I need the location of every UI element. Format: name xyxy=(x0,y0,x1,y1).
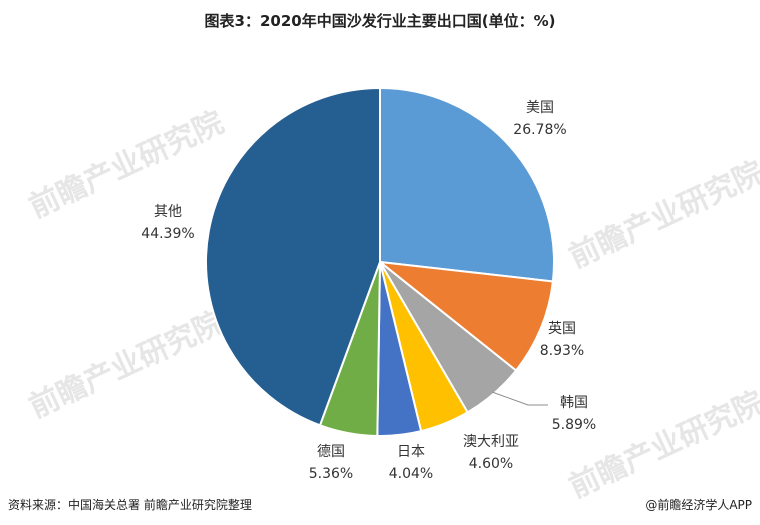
slice-label-value-4: 4.60% xyxy=(469,456,513,472)
pie-slice-2 xyxy=(376,260,555,372)
slice-label-name-1: 美国 xyxy=(526,100,554,116)
slice-labels: 美国 26.78% 英国 8.93% 韩国 5.89% 澳大利亚 4.60% 日本 4.04% 德国… xyxy=(141,100,596,482)
pie-slice-1 xyxy=(379,86,555,283)
slice-label-name-4: 澳大利亚 xyxy=(463,434,519,450)
slice-label-value-2: 8.93% xyxy=(540,343,584,359)
leader-lines xyxy=(491,391,548,406)
slice-label-value-6: 5.36% xyxy=(309,466,353,482)
slice-label-value-1: 26.78% xyxy=(513,122,566,138)
brand-note: @前瞻经济学人APP xyxy=(645,498,752,512)
slice-label-name-6: 德国 xyxy=(317,444,345,460)
source-note: 资料来源：中国海关总署 前瞻产业研究院整理 xyxy=(8,498,252,512)
slice-label-name-2: 英国 xyxy=(548,320,576,337)
slice-label-name-7: 其他 xyxy=(154,204,182,220)
slice-label-value-3: 5.89% xyxy=(552,417,596,433)
pie-slice-7 xyxy=(205,86,381,427)
leader-line-korea xyxy=(491,391,548,406)
slice-label-value-5: 4.04% xyxy=(389,466,433,482)
chart-title: 图表3：2020年中国沙发行业主要出口国(单位：%) xyxy=(204,12,556,30)
slice-label-name-3: 韩国 xyxy=(560,395,588,411)
slice-label-value-7: 44.39% xyxy=(141,226,194,242)
slice-label-name-5: 日本 xyxy=(397,444,425,460)
pie-slices xyxy=(205,86,555,437)
